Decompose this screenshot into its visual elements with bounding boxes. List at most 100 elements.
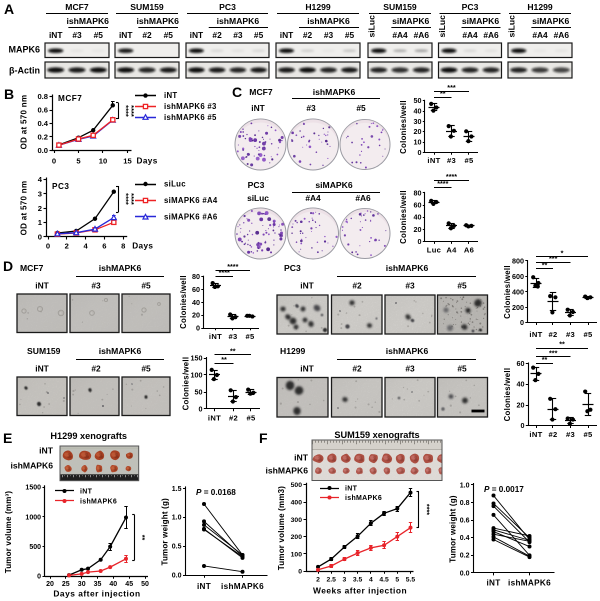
svg-text:B: B [4,86,14,102]
svg-text:ishMAPK6: ishMAPK6 [99,263,142,273]
svg-text:Weeks after injection: Weeks after injection [313,586,407,596]
svg-text:40: 40 [517,380,525,389]
svg-text:A: A [4,1,14,17]
svg-text:#2: #2 [352,364,362,374]
svg-text:20: 20 [46,581,54,588]
svg-text:#5: #5 [457,364,467,374]
svg-text:0.8: 0.8 [37,92,48,101]
svg-text:iNT: iNT [209,332,222,341]
svg-text:Colonies/well: Colonies/well [179,275,188,329]
svg-text:H1299 xenografts: H1299 xenografts [50,431,127,441]
svg-text:iNT: iNT [427,156,440,165]
svg-text:ishMAPK6: ishMAPK6 [80,498,117,505]
svg-text:30: 30 [414,117,422,126]
svg-text:#A4: #A4 [305,193,321,203]
svg-text:iNT: iNT [80,488,93,495]
svg-text:iNT: iNT [164,91,177,100]
svg-text:***: *** [549,348,558,357]
svg-text:0: 0 [37,574,41,581]
svg-text:****: **** [446,172,457,181]
svg-text:ishMAPK6: ishMAPK6 [217,16,260,26]
svg-text:2: 2 [65,242,69,251]
svg-text:****: **** [219,268,230,277]
svg-text:**: ** [542,260,548,269]
svg-text:#5: #5 [464,156,474,165]
svg-text:MAPK6: MAPK6 [8,45,40,55]
svg-text:#5: #5 [164,30,174,40]
svg-text:siLuc: siLuc [507,15,517,38]
svg-text:ishMAPK6: ishMAPK6 [221,582,264,591]
svg-text:60: 60 [192,285,200,294]
svg-text:40: 40 [414,107,422,116]
svg-text:45: 45 [125,581,133,588]
svg-text:**: ** [542,355,548,364]
svg-text:0.0: 0.0 [172,573,182,580]
svg-text:#2: #2 [303,30,313,40]
svg-text:0.0: 0.0 [460,570,470,577]
svg-text:*: * [561,249,564,258]
svg-text:40: 40 [109,581,117,588]
svg-text:iNT: iNT [486,579,500,588]
svg-text:3.5: 3.5 [353,577,363,584]
svg-text:PC3: PC3 [52,182,69,191]
svg-text:#2: #2 [91,364,101,374]
svg-text:MCF7: MCF7 [65,2,89,12]
svg-text:#5: #5 [254,30,264,40]
svg-text:#3: #3 [233,30,243,40]
svg-text:iNT: iNT [208,414,221,423]
svg-text:#5: #5 [583,430,593,439]
svg-text:0.6: 0.6 [460,518,470,525]
svg-text:iNT: iNT [35,281,49,291]
svg-text:**: ** [440,89,446,98]
svg-text:5.5: 5.5 [406,577,416,584]
svg-text:40: 40 [414,213,422,222]
svg-text:#2: #2 [548,330,557,339]
svg-text:A4: A4 [446,246,457,255]
svg-text:ishMAPK6: ishMAPK6 [99,346,142,356]
svg-text:iNT: iNT [251,103,265,113]
svg-text:8: 8 [121,242,125,251]
svg-text:ishMAPK6: ishMAPK6 [386,346,429,356]
svg-text:siLuc: siLuc [247,193,269,203]
svg-text:2: 2 [316,577,320,584]
svg-text:iNT: iNT [49,30,63,40]
svg-text:25: 25 [62,581,70,588]
svg-text:#3: #3 [228,332,237,341]
svg-text:Days: Days [132,242,153,251]
svg-text:iNT: iNT [280,30,294,40]
svg-text:***: *** [549,254,558,263]
svg-text:ishMAPK6: ishMAPK6 [313,87,356,97]
svg-text:4: 4 [83,242,88,251]
svg-text:#2: #2 [142,30,152,40]
svg-text:#2: #2 [548,430,557,439]
svg-text:6: 6 [102,242,106,251]
svg-text:Days after injection: Days after injection [53,589,140,599]
svg-text:40: 40 [192,298,200,307]
svg-text:iNT: iNT [294,453,309,463]
svg-text:ishMAPK6: ishMAPK6 [345,495,382,502]
svg-text:35: 35 [94,581,102,588]
svg-text:1.0: 1.0 [172,515,182,522]
svg-text:5: 5 [76,157,81,166]
svg-text:****: **** [127,193,136,205]
svg-text:#A6: #A6 [483,30,499,40]
svg-text:**: ** [138,535,147,541]
svg-text:30: 30 [78,581,86,588]
svg-text:Tumor weight (g): Tumor weight (g) [161,498,170,566]
svg-text:4.5: 4.5 [379,577,389,584]
svg-text:H1299: H1299 [280,346,306,356]
svg-text:600: 600 [512,272,524,281]
svg-text:3: 3 [343,577,347,584]
svg-text:#5: #5 [141,364,151,374]
svg-text:0.6: 0.6 [37,106,48,115]
svg-text:#3: #3 [324,30,334,40]
svg-text:#5: #5 [457,281,467,291]
svg-text:#3: #3 [306,103,316,113]
svg-text:15: 15 [123,157,132,166]
svg-text:#A6: #A6 [554,30,570,40]
svg-text:PC3: PC3 [248,180,265,190]
svg-text:SUM159: SUM159 [27,346,61,356]
svg-text:siLuc: siLuc [437,15,447,38]
svg-text:A6: A6 [464,246,474,255]
svg-text:4: 4 [369,577,373,584]
